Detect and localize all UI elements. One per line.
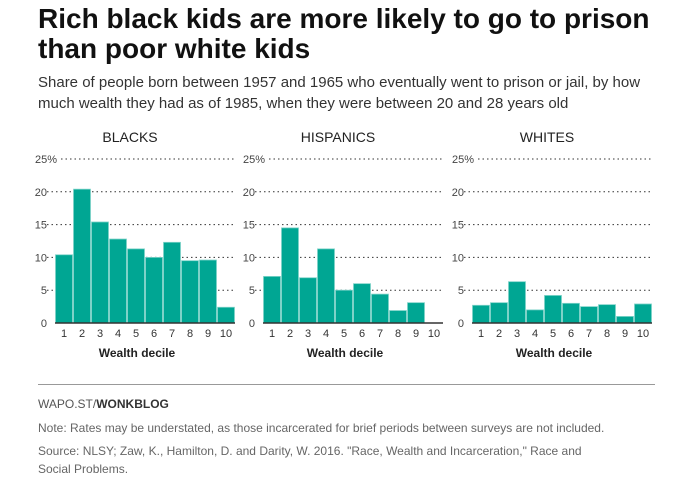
divider — [38, 384, 655, 385]
x-tick-label: 8 — [604, 328, 610, 340]
bar — [317, 248, 335, 324]
y-tick-label: 15 — [452, 220, 464, 232]
x-tick-label: 6 — [359, 328, 365, 340]
y-tick-label: 20 — [35, 187, 47, 199]
y-tick-label: 0 — [41, 318, 47, 330]
bar — [544, 295, 562, 324]
bar — [616, 316, 634, 324]
x-tick-label: 8 — [395, 328, 401, 340]
panel-title: BLACKS — [102, 129, 157, 145]
bar — [407, 302, 425, 324]
bar — [199, 259, 217, 324]
x-tick-label: 6 — [568, 328, 574, 340]
y-tick-label: 25% — [243, 154, 265, 166]
bar — [526, 309, 544, 324]
y-tick-label: 20 — [452, 187, 464, 199]
bar — [145, 256, 163, 324]
x-tick-label: 5 — [133, 328, 139, 340]
y-tick-label: 15 — [35, 220, 47, 232]
x-tick-label: 1 — [269, 328, 275, 340]
panel-title: WHITES — [520, 129, 574, 145]
x-tick-label: 8 — [187, 328, 193, 340]
y-tick-label: 0 — [249, 318, 255, 330]
y-tick-label: 5 — [458, 285, 464, 297]
y-tick-label: 5 — [249, 285, 255, 297]
bar — [371, 293, 389, 324]
x-tick-label: 10 — [428, 328, 440, 340]
x-tick-label: 4 — [323, 328, 329, 340]
x-tick-label: 5 — [341, 328, 347, 340]
x-axis-label: Wealth decile — [516, 346, 593, 360]
x-tick-label: 3 — [514, 328, 520, 340]
bar — [299, 277, 317, 324]
x-tick-label: 5 — [550, 328, 556, 340]
x-tick-label: 1 — [61, 328, 67, 340]
y-tick-label: 15 — [243, 220, 255, 232]
x-tick-label: 1 — [478, 328, 484, 340]
bar — [508, 281, 526, 324]
bar — [217, 306, 235, 324]
bar — [562, 302, 580, 324]
x-axis-label: Wealth decile — [307, 346, 384, 360]
bar — [55, 254, 73, 324]
x-tick-label: 7 — [586, 328, 592, 340]
x-tick-label: 7 — [377, 328, 383, 340]
y-tick-label: 10 — [35, 252, 47, 264]
y-tick-label: 25% — [452, 154, 474, 166]
x-tick-label: 4 — [115, 328, 121, 340]
x-tick-label: 10 — [220, 328, 232, 340]
x-tick-label: 2 — [496, 328, 502, 340]
credit-brand: WONKBLOG — [96, 397, 169, 411]
bar — [472, 304, 490, 324]
credit: WAPO.ST/WONKBLOG — [38, 397, 169, 411]
x-tick-label: 9 — [205, 328, 211, 340]
y-tick-label: 10 — [452, 252, 464, 264]
panel-title: HISPANICS — [301, 129, 375, 145]
bar — [73, 188, 91, 324]
bar — [580, 306, 598, 324]
x-tick-label: 9 — [622, 328, 628, 340]
credit-prefix: WAPO.ST/ — [38, 397, 97, 411]
bar — [281, 227, 299, 324]
bar — [598, 304, 616, 324]
y-tick-label: 20 — [243, 187, 255, 199]
x-tick-label: 3 — [305, 328, 311, 340]
y-tick-label: 0 — [458, 318, 464, 330]
x-axis-label: Wealth decile — [99, 346, 176, 360]
bar — [335, 289, 353, 324]
bar — [490, 302, 508, 324]
y-tick-label: 10 — [243, 252, 255, 264]
bar — [634, 303, 652, 324]
x-tick-label: 9 — [413, 328, 419, 340]
source: Source: NLSY; Zaw, K., Hamilton, D. and … — [38, 444, 582, 476]
bar — [127, 248, 145, 324]
x-tick-label: 7 — [169, 328, 175, 340]
x-tick-label: 2 — [287, 328, 293, 340]
y-tick-label: 25% — [35, 154, 57, 166]
note: Note: Rates may be understated, as those… — [38, 421, 605, 435]
x-tick-label: 4 — [532, 328, 538, 340]
chart-title: Rich black kids are more likely to go to… — [38, 3, 650, 64]
x-tick-label: 6 — [151, 328, 157, 340]
bar — [181, 260, 199, 324]
bar — [389, 310, 407, 324]
x-tick-label: 3 — [97, 328, 103, 340]
chart-subtitle: Share of people born between 1957 and 19… — [38, 74, 641, 112]
y-tick-label: 5 — [41, 285, 47, 297]
x-tick-label: 2 — [79, 328, 85, 340]
x-tick-label: 10 — [637, 328, 649, 340]
bar — [263, 276, 281, 324]
bar — [353, 283, 371, 324]
bar — [91, 221, 109, 324]
bar — [109, 238, 127, 324]
bar — [163, 241, 181, 324]
